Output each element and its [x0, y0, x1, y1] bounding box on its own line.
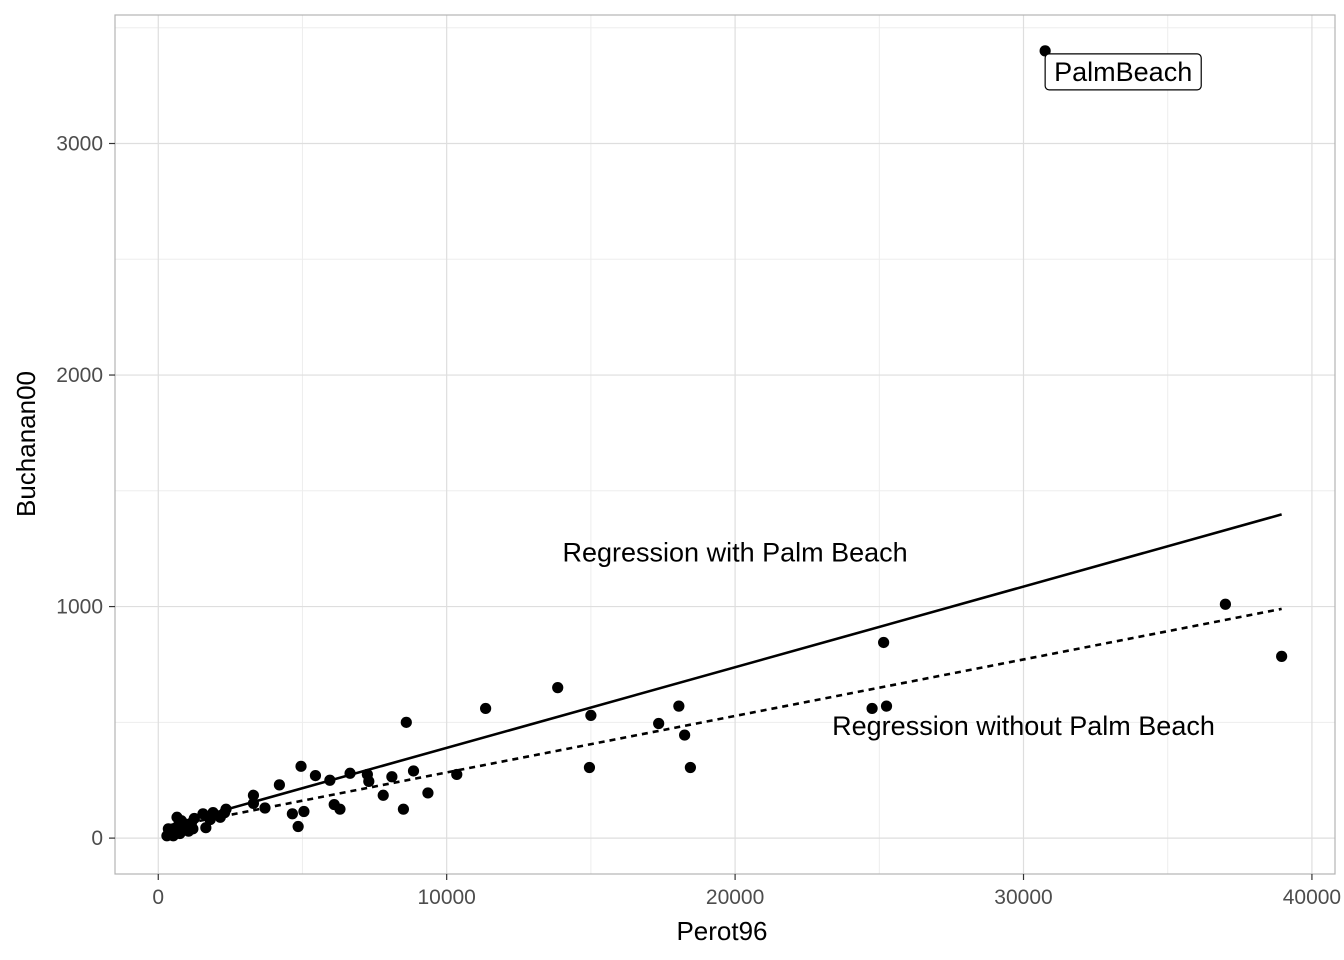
y-tick-label: 1000 — [56, 596, 103, 619]
y-axis-title: Buchanan00 — [11, 371, 41, 517]
y-tick-label: 3000 — [56, 133, 103, 156]
data-point — [377, 789, 389, 801]
data-point — [298, 805, 310, 818]
data-point — [286, 808, 298, 820]
data-point — [673, 700, 685, 712]
y-axis-ticks: 0 1000 2000 3000 — [56, 133, 115, 850]
x-tick-label: 0 — [152, 886, 164, 909]
data-point — [880, 700, 893, 712]
data-point — [247, 797, 260, 809]
x-tick-label: 40000 — [1283, 886, 1341, 909]
data-point — [324, 774, 336, 786]
data-point — [259, 802, 271, 814]
data-point — [188, 812, 200, 825]
palm-beach-label-box — [1044, 53, 1202, 91]
x-tick-label: 20000 — [706, 886, 764, 909]
data-point — [1276, 650, 1288, 662]
x-axis-ticks: 0 10000 20000 30000 40000 — [152, 874, 1341, 909]
data-point — [397, 803, 410, 815]
major-gridlines — [115, 15, 1335, 874]
data-point — [187, 823, 199, 835]
data-point — [451, 768, 463, 781]
regression-annotation: Regression with Palm Beach — [563, 537, 908, 567]
data-point — [400, 716, 412, 728]
data-point — [247, 789, 260, 801]
data-point — [653, 717, 665, 730]
y-tick-label: 2000 — [56, 364, 103, 387]
data-point — [273, 779, 285, 791]
data-point — [866, 702, 878, 715]
data-point — [220, 803, 232, 815]
data-point — [1219, 598, 1232, 610]
data-point — [344, 767, 356, 779]
x-axis-title: Perot96 — [676, 916, 767, 946]
data-point — [585, 709, 597, 721]
regression-annotation: Regression without Palm Beach — [832, 711, 1215, 741]
data-point — [583, 761, 596, 774]
x-tick-label: 10000 — [417, 886, 475, 909]
data-point — [295, 760, 307, 772]
data-point — [878, 636, 890, 649]
panel-background — [115, 15, 1335, 874]
palm-beach-label: PalmBeach — [1044, 53, 1202, 91]
data-point — [309, 769, 322, 782]
data-points — [161, 45, 1288, 842]
panel-border — [114, 14, 1336, 875]
minor-gridlines — [115, 15, 1335, 874]
annotations: Regression with Palm Beach Regression wit… — [563, 537, 1215, 741]
y-tick-label: 0 — [91, 827, 103, 850]
regression-line-without-palm-beach — [166, 607, 1282, 829]
data-point — [679, 729, 691, 741]
data-point — [386, 771, 398, 783]
point-labels: PalmBeach — [1044, 53, 1202, 91]
data-point — [480, 702, 492, 715]
data-point — [363, 775, 375, 787]
data-point — [422, 787, 434, 799]
data-point — [292, 820, 304, 833]
x-tick-label: 30000 — [994, 886, 1052, 909]
data-point — [684, 761, 696, 774]
data-point — [552, 682, 564, 694]
palm-beach-label-text: PalmBeach — [1054, 57, 1192, 87]
data-point — [334, 803, 346, 815]
data-point — [407, 765, 420, 777]
